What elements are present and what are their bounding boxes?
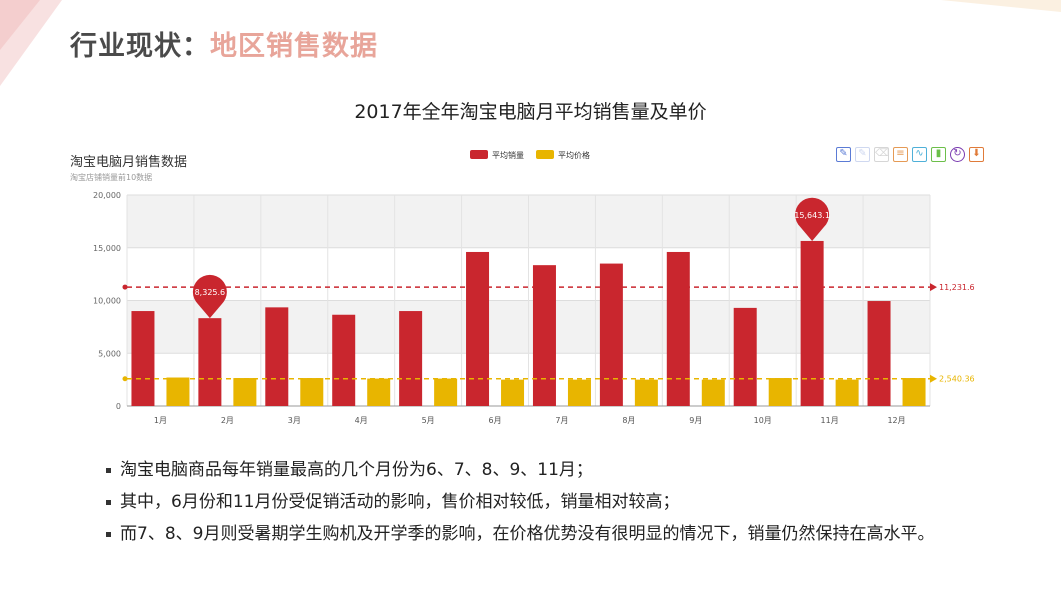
y-tick-label: 5,000 xyxy=(98,349,121,358)
x-tick-label: 10月 xyxy=(754,416,772,425)
y-tick-label: 15,000 xyxy=(93,244,121,253)
mark-point-min-label: 8,325.6 xyxy=(195,288,226,297)
average-line-volume-label: 11,231.6 xyxy=(939,283,975,292)
x-tick-label: 6月 xyxy=(488,416,501,425)
chart-subtitle: 淘宝店铺销量前10数据 xyxy=(70,172,152,182)
bar-volume xyxy=(265,307,289,406)
bar-volume xyxy=(332,314,356,406)
x-tick-label: 7月 xyxy=(555,416,568,425)
x-tick-label: 9月 xyxy=(689,416,702,425)
restore-icon[interactable]: ↻ xyxy=(950,147,965,162)
legend-label: 平均销量 xyxy=(492,150,524,160)
mark-point-max xyxy=(795,197,830,241)
slide-title-prefix: 行业现状： xyxy=(70,31,210,62)
x-tick-label: 2月 xyxy=(221,416,234,425)
x-tick-label: 3月 xyxy=(288,416,301,425)
bar-volume xyxy=(131,311,155,406)
bar-price xyxy=(835,379,859,406)
bar-volume xyxy=(198,318,222,406)
chart-title: 淘宝电脑月销售数据 xyxy=(70,154,187,170)
average-line-price-label: 2,540.36 xyxy=(939,375,975,384)
mark-undo-icon[interactable]: ✎ xyxy=(855,147,870,162)
bar-volume xyxy=(599,263,623,406)
bar-price xyxy=(434,378,458,406)
corner-decoration xyxy=(0,0,62,86)
mark-point-max-label: 15,643.1 xyxy=(794,211,830,220)
bullet-item: 淘宝电脑商品每年销量最高的几个月份为6、7、8、9、11月； xyxy=(104,458,984,483)
bar-volume xyxy=(733,307,757,406)
average-line-volume-start xyxy=(122,284,128,290)
chart-heading: 2017年全年淘宝电脑月平均销售量及单价 xyxy=(354,101,707,123)
bar-chart-icon[interactable]: ▮ xyxy=(931,147,946,162)
x-tick-label: 1月 xyxy=(154,416,167,425)
line-chart-icon[interactable]: ∿ xyxy=(912,147,927,162)
x-tick-label: 11月 xyxy=(821,416,839,425)
legend-swatch xyxy=(536,150,554,159)
bar-volume xyxy=(867,301,891,406)
bullet-item: 其中，6月份和11月份受促销活动的影响，售价相对较低，销量相对较高； xyxy=(104,490,984,515)
x-tick-label: 8月 xyxy=(622,416,635,425)
slide-title-highlight: 地区销售数据 xyxy=(210,31,378,62)
bar-price xyxy=(902,378,926,406)
x-tick-label: 5月 xyxy=(422,416,435,425)
bar-price xyxy=(166,377,190,406)
bar-price xyxy=(768,378,792,406)
bar-price xyxy=(233,378,257,406)
bar-price xyxy=(300,378,324,406)
y-tick-label: 10,000 xyxy=(93,297,121,306)
bar-volume xyxy=(399,311,423,406)
mark-clear-icon[interactable]: ⌫ xyxy=(874,147,889,162)
mark-point-min xyxy=(192,274,227,319)
average-line-price-arrow xyxy=(930,374,937,383)
slide-title: 行业现状：地区销售数据 xyxy=(70,24,378,63)
legend-swatch xyxy=(470,150,488,159)
average-line-price-start xyxy=(122,376,128,382)
bar-price xyxy=(634,379,658,406)
bar-volume xyxy=(666,251,690,406)
bar-price xyxy=(501,379,525,406)
x-tick-label: 12月 xyxy=(887,416,905,425)
bar-volume xyxy=(532,265,556,406)
chart-toolbox: ✎ ✎ ⌫ ≡ ∿ ▮ ↻ ⬇ xyxy=(836,147,984,162)
x-tick-label: 4月 xyxy=(355,416,368,425)
corner-decoration-right xyxy=(941,0,1061,12)
bar-price xyxy=(567,379,591,406)
y-tick-label: 20,000 xyxy=(93,191,121,200)
data-view-icon[interactable]: ≡ xyxy=(893,147,908,162)
average-line-volume-arrow xyxy=(930,283,937,292)
legend-label: 平均价格 xyxy=(558,150,590,160)
bar-price xyxy=(367,378,391,406)
bar-price xyxy=(701,379,725,406)
y-tick-label: 0 xyxy=(116,402,121,411)
bar-volume xyxy=(466,251,490,406)
save-image-icon[interactable]: ⬇ xyxy=(969,147,984,162)
mark-icon[interactable]: ✎ xyxy=(836,147,851,162)
bar-volume xyxy=(800,240,824,406)
bullet-item: 而7、8、9月则受暑期学生购机及开学季的影响，在价格优势没有很明显的情况下，销量… xyxy=(104,522,984,547)
bullet-list: 淘宝电脑商品每年销量最高的几个月份为6、7、8、9、11月； 其中，6月份和11… xyxy=(104,458,984,554)
